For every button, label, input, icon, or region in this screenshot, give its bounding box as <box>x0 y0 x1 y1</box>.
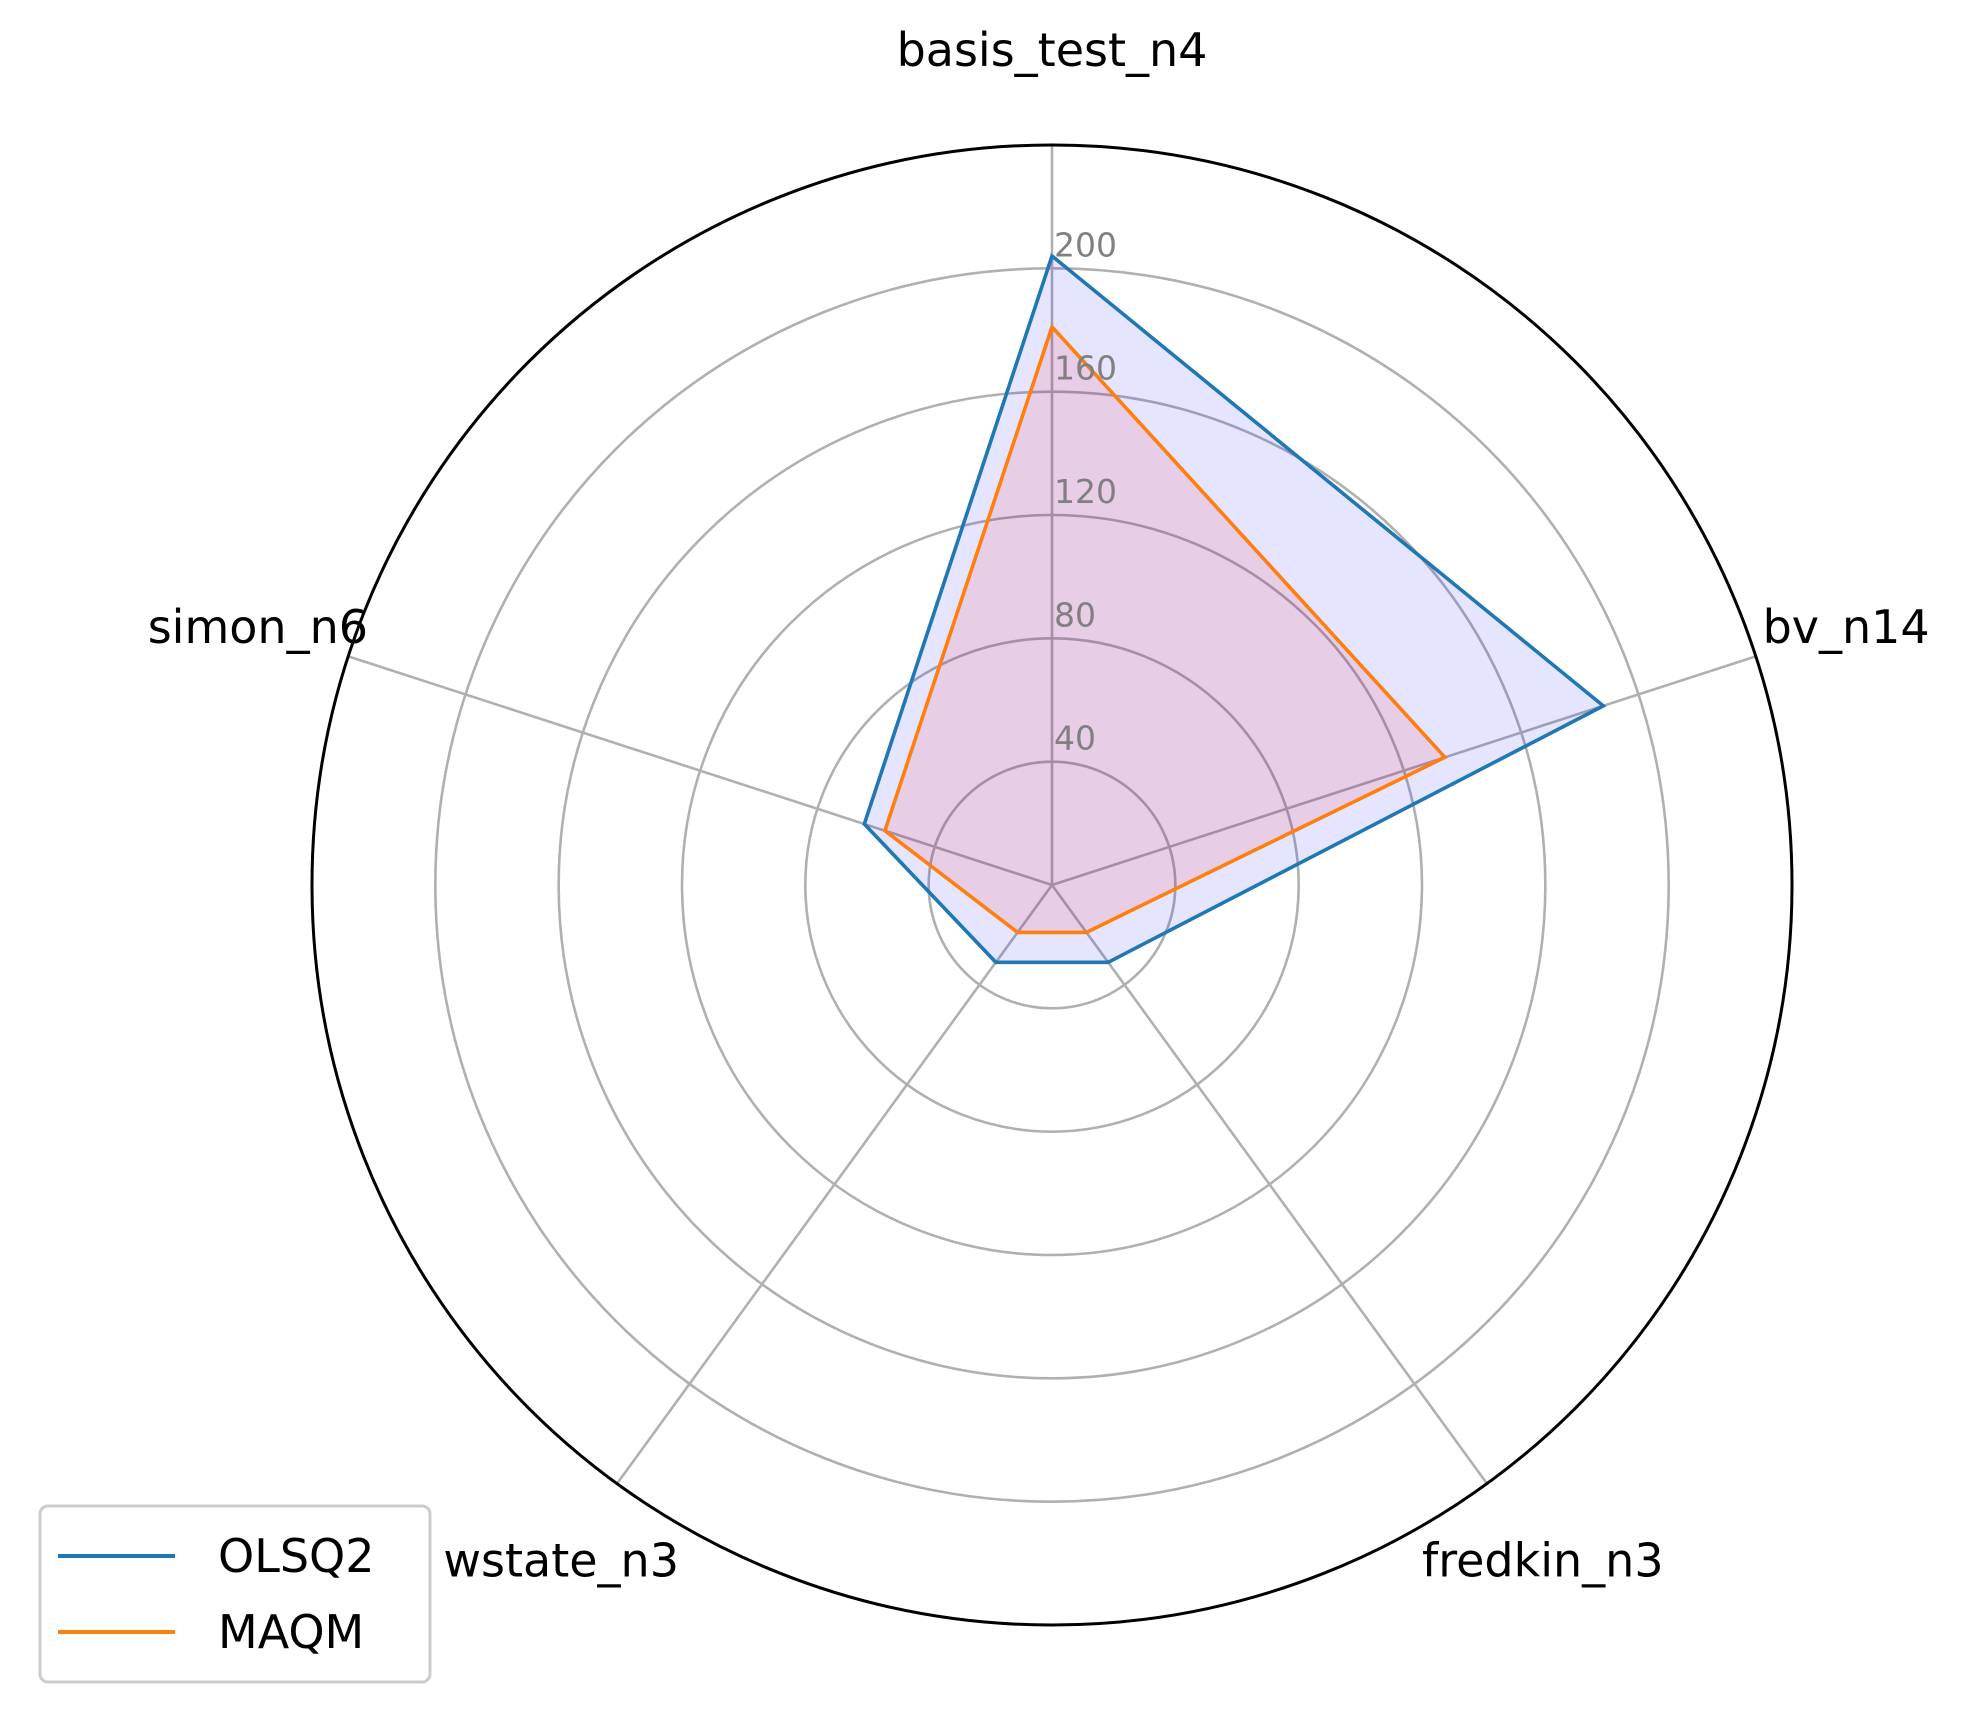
legend-label-maqm: MAQM <box>218 1605 364 1659</box>
grid-layer <box>310 143 1794 1627</box>
series-layer <box>862 252 1607 965</box>
r-tick-label-120: 120 <box>1054 472 1117 511</box>
label-layer: 40 80 120 160 200 basis_test_n4 bv_n14 fredkin_… <box>148 23 1930 1588</box>
series-line-olsq2 <box>862 252 1607 965</box>
category-label-fredkin-n3: fredkin_n3 <box>1422 1534 1664 1588</box>
spoke-simon-n6 <box>347 655 1053 887</box>
legend-label-olsq2: OLSQ2 <box>218 1529 375 1583</box>
category-label-basis-test-n4: basis_test_n4 <box>897 23 1208 77</box>
legend-box <box>38 1504 432 1684</box>
r-tick-label-80: 80 <box>1054 595 1096 634</box>
spoke-wstate-n3 <box>615 884 1054 1485</box>
r-tick-label-160: 160 <box>1054 349 1117 388</box>
r-tick-label-40: 40 <box>1054 719 1096 758</box>
category-label-wstate-n3: wstate_n3 <box>443 1534 679 1588</box>
series-fill-olsq2 <box>864 256 1604 963</box>
category-label-simon-n6: simon_n6 <box>148 600 368 654</box>
series-fill-maqm <box>884 326 1445 933</box>
legend: OLSQ2 MAQM <box>38 1504 432 1684</box>
r-tick-label-200: 200 <box>1054 225 1117 264</box>
outer-boundary <box>310 143 1794 1627</box>
category-label-bv-n14: bv_n14 <box>1763 600 1930 654</box>
spoke-fredkin-n3 <box>1050 884 1489 1485</box>
spoke-bv-n14 <box>1051 655 1757 887</box>
series-line-maqm <box>882 323 1448 935</box>
